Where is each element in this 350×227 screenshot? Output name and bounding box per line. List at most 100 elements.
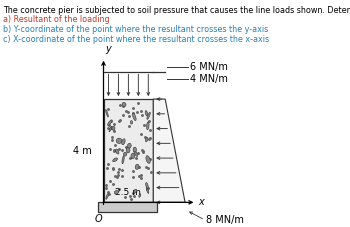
Point: [107, 179, 113, 183]
Ellipse shape: [146, 183, 148, 189]
Point: [138, 109, 144, 113]
Point: [147, 157, 153, 160]
Point: [104, 167, 110, 170]
Point: [130, 106, 136, 109]
Text: y: y: [105, 44, 111, 54]
Bar: [98, 202, 156, 212]
Point: [104, 186, 109, 190]
Point: [106, 192, 112, 196]
Text: 4 m: 4 m: [73, 146, 92, 156]
Point: [120, 104, 126, 108]
Ellipse shape: [112, 126, 115, 130]
Point: [125, 110, 131, 114]
Text: x: x: [198, 197, 204, 207]
Point: [122, 195, 128, 199]
Point: [141, 123, 146, 127]
Point: [133, 156, 139, 160]
Point: [111, 150, 117, 153]
Point: [119, 148, 125, 152]
Text: c) X-coordinate of the point where the resultant crosses the x-axis: c) X-coordinate of the point where the r…: [3, 35, 269, 44]
Point: [105, 190, 110, 194]
Text: a) Resultant of the loading: a) Resultant of the loading: [3, 15, 109, 25]
Point: [126, 124, 132, 128]
Ellipse shape: [131, 121, 133, 124]
Ellipse shape: [126, 147, 130, 153]
Point: [131, 169, 136, 173]
Point: [111, 182, 116, 185]
Ellipse shape: [107, 120, 112, 125]
Ellipse shape: [147, 122, 149, 130]
Point: [112, 158, 118, 161]
Point: [119, 168, 125, 172]
Text: 6 MN/m: 6 MN/m: [190, 62, 228, 72]
Ellipse shape: [114, 190, 118, 194]
Ellipse shape: [134, 150, 138, 156]
Ellipse shape: [127, 143, 131, 148]
Point: [142, 136, 148, 139]
Point: [130, 175, 135, 179]
Point: [136, 174, 142, 178]
Point: [116, 187, 122, 191]
Point: [134, 111, 140, 114]
Ellipse shape: [109, 126, 112, 132]
Point: [127, 194, 133, 198]
Text: b) Y-coordinate of the point where the resultant crosses the y-axis: b) Y-coordinate of the point where the r…: [3, 25, 268, 34]
Point: [138, 132, 144, 136]
Point: [114, 175, 120, 179]
Point: [130, 111, 136, 115]
Ellipse shape: [133, 113, 136, 121]
Ellipse shape: [139, 194, 141, 197]
Point: [116, 167, 122, 171]
Point: [140, 113, 145, 116]
Point: [144, 165, 149, 168]
Point: [112, 174, 117, 178]
Text: The concrete pier is subjected to soil pressure that causes the line loads shown: The concrete pier is subjected to soil p…: [3, 6, 350, 15]
Ellipse shape: [106, 109, 108, 117]
Ellipse shape: [134, 189, 137, 193]
Ellipse shape: [122, 139, 125, 145]
Point: [117, 147, 122, 150]
Point: [135, 102, 141, 105]
Point: [140, 150, 146, 153]
Polygon shape: [153, 99, 185, 202]
Point: [144, 187, 150, 190]
Point: [106, 123, 112, 127]
Ellipse shape: [146, 188, 149, 193]
Point: [139, 173, 144, 177]
Point: [146, 186, 151, 190]
Point: [109, 136, 115, 139]
Ellipse shape: [122, 102, 126, 106]
Text: 2.5 m: 2.5 m: [116, 188, 141, 197]
Ellipse shape: [131, 153, 135, 159]
Point: [146, 137, 152, 141]
Ellipse shape: [147, 112, 150, 119]
Point: [130, 191, 136, 195]
Point: [127, 156, 132, 160]
Point: [118, 103, 123, 107]
Ellipse shape: [145, 111, 148, 116]
Point: [108, 119, 114, 123]
Ellipse shape: [123, 152, 127, 156]
Point: [141, 149, 146, 153]
Point: [111, 148, 117, 151]
Point: [117, 118, 122, 122]
Point: [112, 129, 117, 133]
Point: [103, 183, 108, 187]
Point: [106, 107, 111, 111]
Text: 4 MN/m: 4 MN/m: [190, 74, 228, 84]
Point: [131, 195, 136, 198]
Point: [109, 138, 115, 142]
Point: [105, 162, 110, 166]
Point: [112, 143, 118, 147]
Point: [110, 166, 116, 170]
Ellipse shape: [106, 194, 108, 199]
Point: [147, 128, 153, 132]
Ellipse shape: [133, 147, 136, 152]
Ellipse shape: [135, 164, 139, 169]
Point: [110, 167, 116, 171]
Point: [117, 119, 122, 123]
Point: [136, 165, 142, 169]
Point: [126, 114, 132, 117]
Point: [147, 136, 153, 140]
Point: [119, 175, 125, 178]
